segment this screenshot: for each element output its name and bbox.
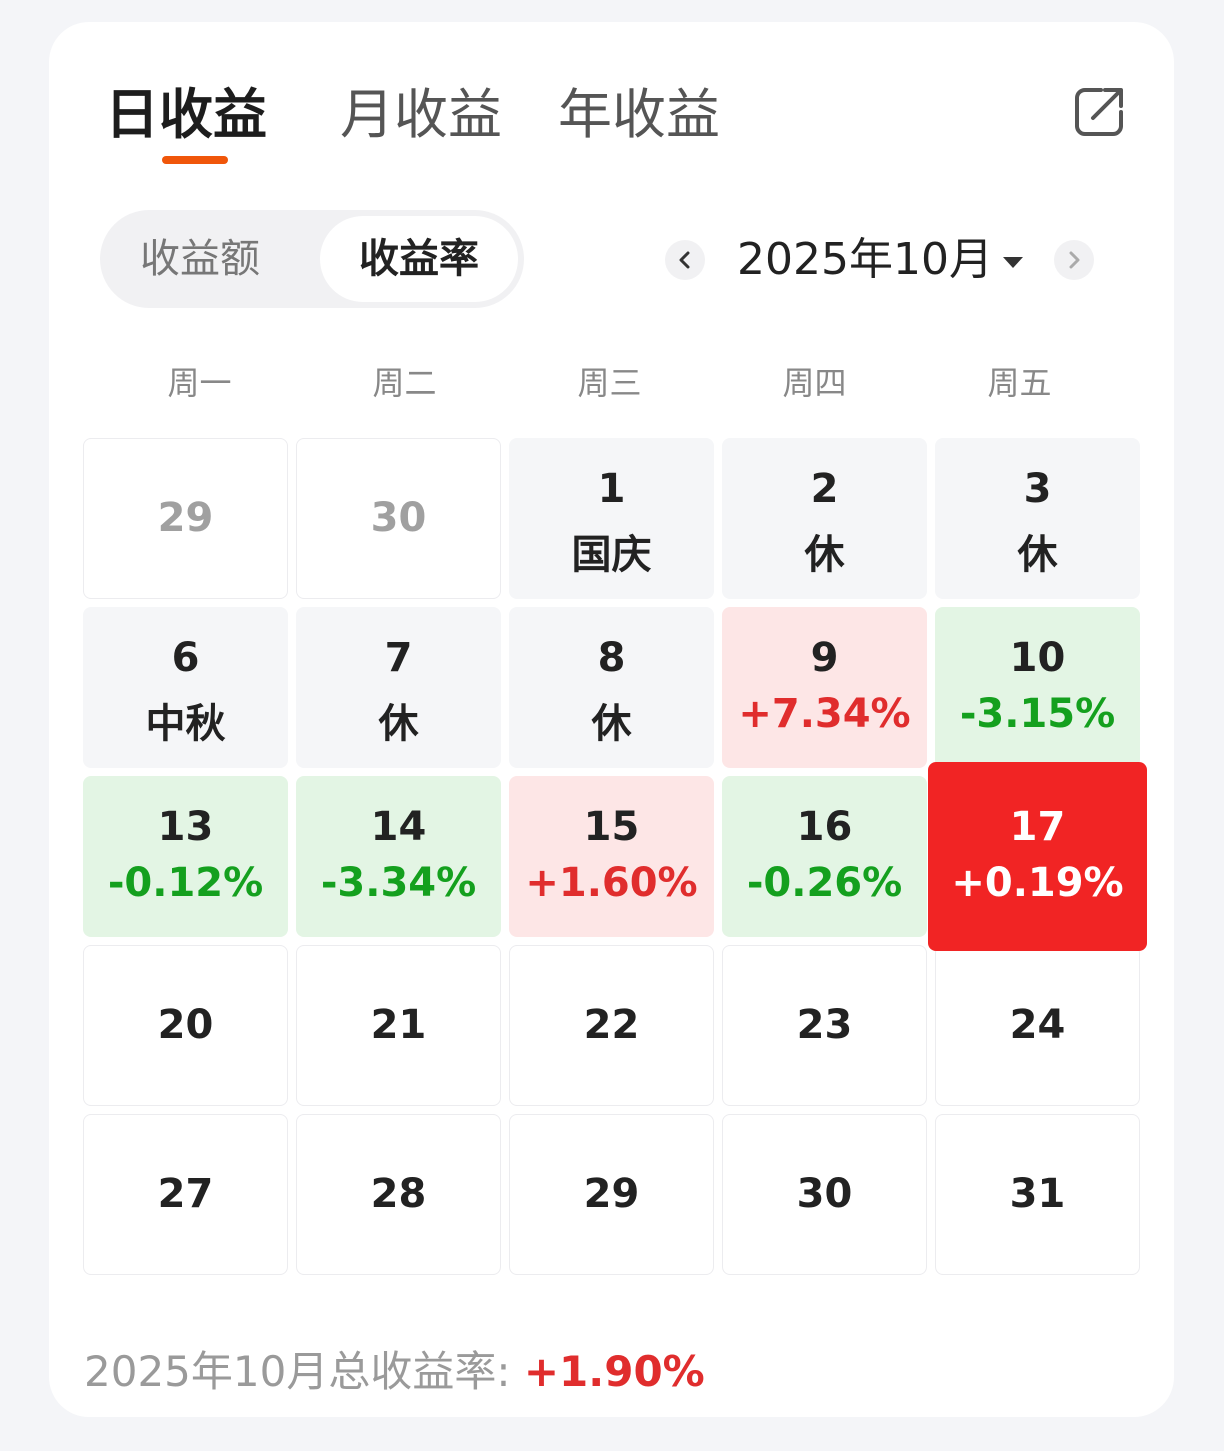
calendar-day-cell[interactable]: 1 国庆 bbox=[509, 438, 714, 599]
day-number: 9 bbox=[810, 635, 839, 681]
day-number: 15 bbox=[583, 804, 640, 850]
day-holiday-label: 休 bbox=[378, 701, 419, 747]
calendar-day-cell[interactable]: 21 bbox=[296, 945, 501, 1106]
day-number: 31 bbox=[1009, 1171, 1066, 1217]
tab-yearly[interactable]: 年收益 bbox=[558, 83, 720, 146]
calendar-day-cell[interactable]: 29 bbox=[83, 438, 288, 599]
calendar-day-cell[interactable]: 14 -3.34% bbox=[296, 776, 501, 937]
day-number: 2 bbox=[810, 466, 839, 512]
calendar-day-cell[interactable]: 31 bbox=[935, 1114, 1140, 1275]
day-number: 3 bbox=[1023, 466, 1052, 512]
chevron-right-icon[interactable] bbox=[1054, 240, 1094, 280]
day-number: 8 bbox=[597, 635, 626, 681]
day-number: 24 bbox=[1009, 1002, 1066, 1048]
calendar-day-cell[interactable]: 30 bbox=[296, 438, 501, 599]
day-number: 7 bbox=[384, 635, 413, 681]
returns-card: 日收益 月收益 年收益 收益额 收益率 2025年10月 周一 周二 周三 周四… bbox=[49, 22, 1174, 1417]
calendar-day-cell[interactable]: 16 -0.26% bbox=[722, 776, 927, 937]
weekday-mon: 周一 bbox=[167, 364, 232, 402]
day-number: 30 bbox=[796, 1171, 853, 1217]
day-number: 10 bbox=[1009, 635, 1066, 681]
caret-down-icon[interactable] bbox=[1003, 254, 1023, 273]
day-return-rate: +7.34% bbox=[738, 691, 911, 737]
calendar-day-cell[interactable]: 20 bbox=[83, 945, 288, 1106]
month-label[interactable]: 2025年10月 bbox=[737, 234, 993, 285]
metric-segmented-control: 收益额 收益率 bbox=[100, 210, 524, 308]
day-holiday-label: 休 bbox=[591, 701, 632, 747]
day-number: 14 bbox=[370, 804, 427, 850]
segment-rate[interactable]: 收益率 bbox=[320, 216, 518, 302]
day-number: 22 bbox=[583, 1002, 640, 1048]
day-number: 13 bbox=[157, 804, 214, 850]
calendar-day-cell[interactable]: 30 bbox=[722, 1114, 927, 1275]
day-number: 6 bbox=[171, 635, 200, 681]
tab-monthly[interactable]: 月收益 bbox=[340, 83, 502, 146]
weekday-wed: 周三 bbox=[577, 364, 642, 402]
day-return-rate: +1.60% bbox=[525, 860, 698, 906]
tab-daily[interactable]: 日收益 bbox=[105, 83, 267, 146]
weekday-tue: 周二 bbox=[372, 364, 437, 402]
summary-value: +1.90% bbox=[523, 1347, 705, 1396]
day-return-rate: -3.15% bbox=[959, 691, 1116, 737]
day-holiday-label: 中秋 bbox=[145, 701, 226, 747]
day-holiday-label: 休 bbox=[1017, 532, 1058, 578]
active-tab-indicator bbox=[162, 156, 228, 164]
day-return-rate: -3.34% bbox=[320, 860, 477, 906]
weekday-thu: 周四 bbox=[782, 364, 847, 402]
calendar-day-cell[interactable]: 13 -0.12% bbox=[83, 776, 288, 937]
day-return-rate: -0.12% bbox=[107, 860, 264, 906]
day-number: 30 bbox=[370, 495, 427, 541]
weekday-fri: 周五 bbox=[987, 364, 1052, 402]
calendar-day-cell[interactable]: 28 bbox=[296, 1114, 501, 1275]
month-summary: 2025年10月总收益率: +1.90% bbox=[84, 1342, 705, 1402]
day-return-rate: -0.26% bbox=[746, 860, 903, 906]
day-number: 29 bbox=[583, 1171, 640, 1217]
summary-label: 2025年10月总收益率: bbox=[84, 1347, 511, 1396]
day-number: 20 bbox=[157, 1002, 214, 1048]
calendar-day-cell[interactable]: 17 +0.19% bbox=[928, 762, 1147, 951]
day-number: 17 bbox=[1009, 804, 1066, 850]
day-number: 23 bbox=[796, 1002, 853, 1048]
day-number: 27 bbox=[157, 1171, 214, 1217]
day-number: 16 bbox=[796, 804, 853, 850]
day-holiday-label: 国庆 bbox=[571, 532, 652, 578]
day-number: 21 bbox=[370, 1002, 427, 1048]
calendar-day-cell[interactable]: 6 中秋 bbox=[83, 607, 288, 768]
calendar-day-cell[interactable]: 29 bbox=[509, 1114, 714, 1275]
day-number: 29 bbox=[157, 495, 214, 541]
day-number: 28 bbox=[370, 1171, 427, 1217]
calendar-day-cell[interactable]: 24 bbox=[935, 945, 1140, 1106]
day-holiday-label: 休 bbox=[804, 532, 845, 578]
calendar-day-cell[interactable]: 10 -3.15% bbox=[935, 607, 1140, 768]
calendar-day-cell[interactable]: 22 bbox=[509, 945, 714, 1106]
share-icon[interactable] bbox=[1071, 84, 1127, 140]
calendar-day-cell[interactable]: 15 +1.60% bbox=[509, 776, 714, 937]
day-return-rate: +0.19% bbox=[951, 860, 1124, 906]
calendar-day-cell[interactable]: 9 +7.34% bbox=[722, 607, 927, 768]
calendar-day-cell[interactable]: 27 bbox=[83, 1114, 288, 1275]
chevron-left-icon[interactable] bbox=[665, 240, 705, 280]
calendar-day-cell[interactable]: 23 bbox=[722, 945, 927, 1106]
day-number: 1 bbox=[597, 466, 626, 512]
segment-amount[interactable]: 收益额 bbox=[140, 236, 260, 282]
